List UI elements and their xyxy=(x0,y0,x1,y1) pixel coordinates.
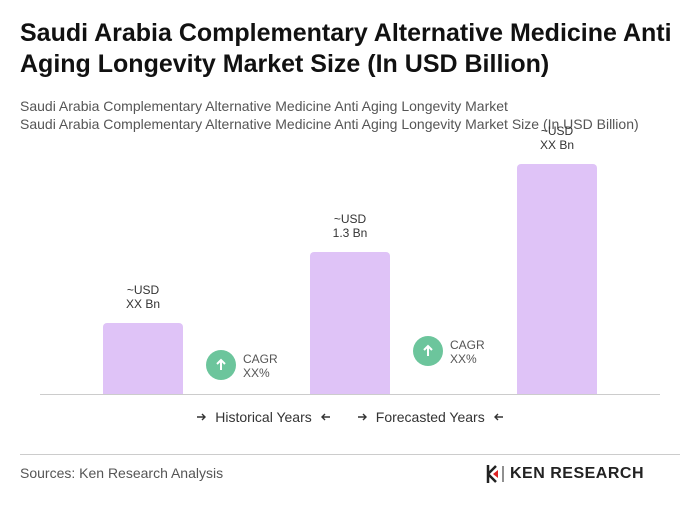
legend: Historical Years Forecasted Years xyxy=(0,409,700,425)
cagr-label: CAGR XX% xyxy=(243,352,278,380)
cagr-icon xyxy=(413,336,443,366)
legend-label: Historical Years xyxy=(215,409,312,425)
cagr-icon xyxy=(206,350,236,380)
cagr-label: CAGR XX% xyxy=(450,338,485,366)
subtitle: Saudi Arabia Complementary Alternative M… xyxy=(20,98,508,114)
logo: KEN RESEARCH xyxy=(486,464,644,484)
value-label: ~USD XX Bn xyxy=(125,283,161,312)
arrow-icon xyxy=(357,413,367,421)
legend-item: Forecasted Years xyxy=(357,409,503,425)
arrow-icon xyxy=(493,413,503,421)
bar xyxy=(517,164,597,394)
legend-item: Historical Years xyxy=(197,409,330,425)
source: Sources: Ken Research Analysis xyxy=(20,465,224,481)
logo-icon xyxy=(486,465,504,483)
arrow-icon xyxy=(197,413,207,421)
baseline xyxy=(40,394,660,395)
bar xyxy=(103,323,183,394)
title: Saudi Arabia Complementary Alternative M… xyxy=(20,19,672,78)
value-label: ~USD XX Bn xyxy=(539,124,575,152)
up-arrow xyxy=(216,358,226,370)
value-label: ~USD 1.3 Bn xyxy=(332,212,368,241)
separator xyxy=(20,454,680,455)
up-arrow xyxy=(423,344,433,356)
subtitle: Saudi Arabia Complementary Alternative M… xyxy=(20,116,639,132)
arrow-icon xyxy=(320,413,330,421)
legend-label: Forecasted Years xyxy=(375,409,485,425)
logo-text: KEN RESEARCH xyxy=(510,465,645,482)
bar xyxy=(310,252,390,394)
